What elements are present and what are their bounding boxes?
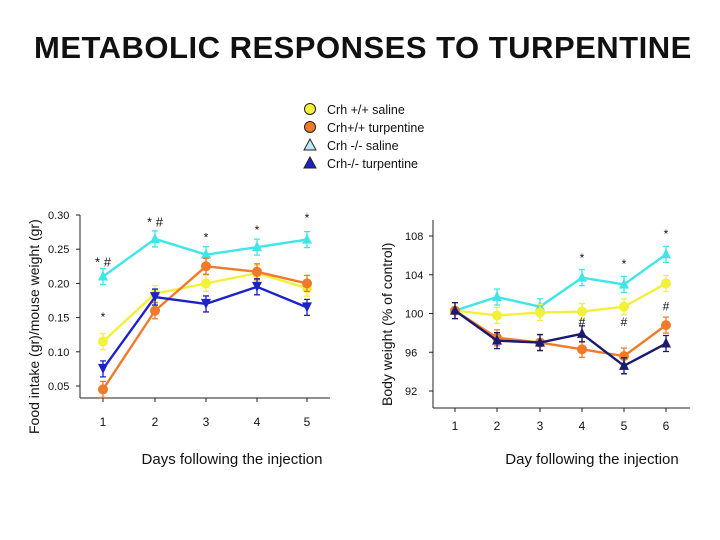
food-ytick-label: 0.30	[48, 210, 69, 222]
weight-data-point	[661, 320, 671, 331]
weight-data-point	[535, 336, 545, 347]
weight-significance-marker: #	[579, 315, 586, 329]
weight-y-axis-label: Body weight (% of control)	[379, 243, 395, 406]
weight-data-point	[661, 337, 671, 348]
weight-data-point	[619, 359, 629, 370]
food-data-point	[98, 270, 108, 281]
weight-significance-marker: *	[664, 227, 669, 241]
weight-data-point	[577, 271, 587, 282]
legend: Crh +/+ saline Crh+/+ turpentine Crh -/-…	[303, 103, 424, 171]
weight-x-axis-label: Day following the injection	[505, 451, 678, 468]
legend-marker-crh-wt-turpentine	[304, 121, 316, 133]
weight-data-point	[492, 310, 502, 321]
weight-data-point	[492, 291, 502, 302]
weight-xtick-label: 2	[494, 419, 501, 433]
body-weight-chart: Body weight (% of control) Day following…	[379, 220, 690, 468]
food-data-point	[252, 266, 262, 277]
food-data-point	[302, 302, 312, 313]
weight-significance-marker: #	[663, 300, 670, 314]
food-data-point	[98, 336, 108, 347]
legend-marker-crh-ko-saline	[303, 137, 317, 151]
food-significance-marker: *	[101, 310, 106, 324]
weight-series-line-1	[454, 282, 667, 317]
food-data-point	[98, 384, 108, 395]
weight-significance-marker: *	[580, 251, 585, 265]
weight-ytick-label: 92	[405, 386, 417, 398]
weight-ytick-label: 108	[405, 231, 423, 243]
weight-data-point	[661, 278, 671, 289]
food-data-point	[201, 261, 211, 272]
food-x-axis-label: Days following the injection	[142, 451, 323, 468]
weight-data-point	[450, 304, 460, 315]
weight-series-line-0	[454, 253, 667, 312]
food-data-point	[150, 232, 160, 243]
weight-xtick-label: 3	[537, 419, 544, 433]
food-data-point	[201, 298, 211, 309]
food-data-point	[252, 241, 262, 252]
weight-data-point	[492, 334, 502, 345]
weight-data-point	[661, 248, 671, 259]
weight-significance-marker: *	[622, 257, 627, 271]
weight-xtick-label: 4	[579, 419, 586, 433]
food-data-point	[252, 281, 262, 292]
weight-data-point	[577, 327, 587, 338]
food-data-point	[302, 278, 312, 289]
food-data-point	[150, 305, 160, 316]
food-data-point	[201, 278, 211, 289]
weight-xtick-label: 5	[621, 419, 628, 433]
food-significance-marker: *	[255, 223, 260, 237]
food-xtick-label: 4	[254, 415, 261, 429]
weight-series-line-2	[454, 309, 667, 358]
legend-label-crh-wt-saline: Crh +/+ saline	[327, 103, 405, 117]
food-ytick-label: 0.05	[48, 381, 69, 393]
legend-label-crh-ko-turpentine: Crh-/- turpentine	[327, 157, 418, 171]
weight-data-point	[619, 301, 629, 312]
food-data-point	[302, 233, 312, 244]
weight-series-line-3	[454, 309, 667, 368]
food-ytick-label: 0.20	[48, 278, 69, 290]
weight-xtick-label: 6	[663, 419, 670, 433]
weight-significance-marker: #	[621, 315, 628, 329]
food-data-point	[201, 248, 211, 259]
weight-data-point	[535, 307, 545, 318]
slide-title: METABOLIC RESPONSES TO TURPENTINE	[34, 30, 692, 65]
food-xtick-label: 3	[203, 415, 210, 429]
weight-ytick-label: 96	[405, 347, 417, 359]
food-significance-marker: *	[305, 211, 310, 225]
weight-data-point	[577, 306, 587, 317]
weight-xtick-label: 1	[452, 419, 459, 433]
food-xtick-label: 2	[152, 415, 159, 429]
weight-data-point	[619, 278, 629, 289]
food-intake-chart: Food intake (gr)/mouse weight (gr) Days …	[26, 210, 330, 468]
legend-marker-crh-wt-saline	[304, 103, 316, 115]
weight-ytick-label: 104	[405, 270, 423, 282]
food-significance-marker: * #	[147, 215, 164, 230]
food-significance-marker: *	[204, 231, 209, 245]
food-ytick-label: 0.15	[48, 313, 69, 325]
weight-ytick-label: 100	[405, 309, 423, 321]
food-data-point	[98, 363, 108, 374]
food-ytick-label: 0.25	[48, 244, 69, 256]
weight-data-point	[577, 344, 587, 355]
food-data-point	[150, 292, 160, 303]
legend-label-crh-wt-turpentine: Crh+/+ turpentine	[327, 121, 424, 135]
legend-marker-crh-ko-turpentine	[303, 155, 317, 169]
food-y-axis-label: Food intake (gr)/mouse weight (gr)	[26, 219, 42, 434]
food-significance-marker: * #	[95, 254, 112, 269]
food-xtick-label: 1	[100, 415, 107, 429]
food-ytick-label: 0.10	[48, 347, 69, 359]
food-xtick-label: 5	[304, 415, 311, 429]
legend-label-crh-ko-saline: Crh -/- saline	[327, 139, 399, 153]
